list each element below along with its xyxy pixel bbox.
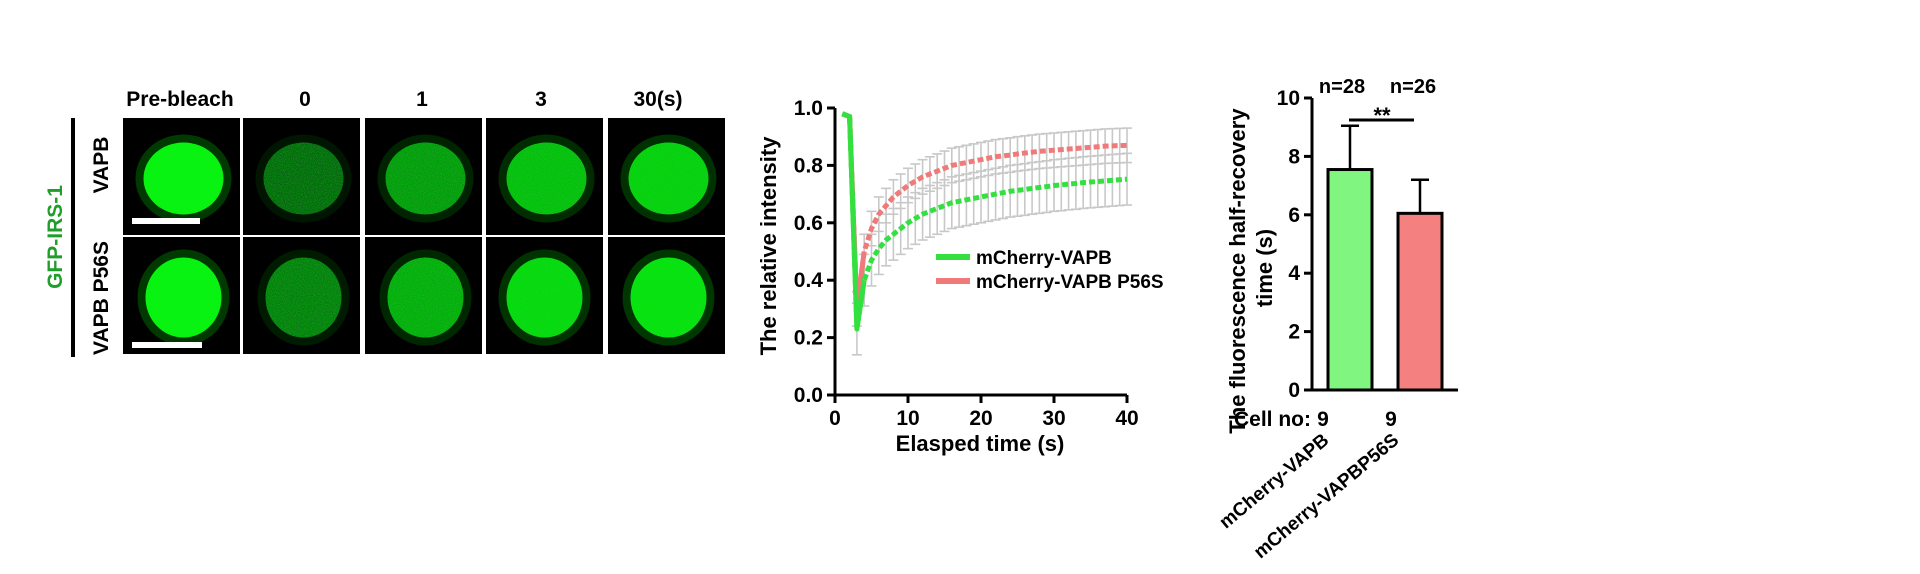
n-label: n=26 — [1390, 76, 1436, 98]
cell-no-value: 9 — [1385, 408, 1397, 431]
bar — [1396, 211, 1444, 392]
y-axis-label-line2: time (s) — [1252, 229, 1277, 307]
cell-texture — [506, 257, 583, 338]
recovery-line-chart: The relative intensity Elasped time (s) … — [756, 97, 1164, 456]
cell-texture — [385, 142, 466, 215]
legend-label: mCherry-VAPB P56S — [976, 272, 1164, 293]
cell-texture — [630, 257, 707, 338]
y-tick-label: 0.8 — [794, 154, 824, 177]
cell-texture — [143, 142, 224, 215]
cell-texture — [387, 257, 464, 338]
y-axis-label: The fluorescence half-recovery time (s) — [1225, 102, 1277, 433]
x-axis-label: Elasped time (s) — [896, 431, 1065, 456]
y-tick-label: 0.6 — [794, 212, 823, 235]
cell-texture — [145, 257, 222, 338]
panel-a-microscopy: Pre-bleach 0 1 3 30(s) GFP-IRS-1 VAPB VA… — [44, 88, 725, 357]
axes: 0 2 4 6 8 10 — [1277, 87, 1458, 402]
timepoint-label: Pre-bleach — [126, 88, 233, 111]
scale-bar — [132, 342, 202, 348]
legend-label: mCherry-VAPB — [976, 248, 1112, 269]
timepoint-label: 1 — [416, 88, 428, 111]
error-bars — [851, 127, 1132, 356]
cell-no-value: 9 — [1317, 408, 1329, 431]
axes: 0 10 20 30 40 0.0 0.2 0.4 0.6 0.8 1.0 — [794, 97, 1139, 430]
cell-texture — [506, 142, 587, 215]
cell-texture — [265, 257, 342, 338]
scale-bar — [132, 218, 200, 224]
y-axis-label-line1: The fluorescence half-recovery — [1225, 108, 1250, 434]
x-tick-label: 10 — [896, 407, 919, 430]
bars — [1326, 124, 1444, 392]
significance-marker: ** — [1373, 103, 1391, 128]
half-recovery-bar-chart: The fluorescence half-recovery time (s) … — [1216, 76, 1458, 563]
y-tick-label: 8 — [1288, 145, 1300, 168]
timepoint-label: 30(s) — [633, 88, 682, 111]
timepoint-label: 3 — [535, 88, 547, 111]
legend: mCherry-VAPB mCherry-VAPB P56S — [936, 248, 1164, 293]
y-axis-label: The relative intensity — [756, 136, 781, 356]
y-tick-label: 0.2 — [794, 327, 823, 350]
n-label: n=28 — [1319, 76, 1365, 98]
x-tick-label: 30 — [1042, 407, 1065, 430]
bar — [1326, 168, 1374, 392]
x-tick-label: 0 — [829, 407, 841, 430]
y-tick-label: 6 — [1288, 204, 1300, 227]
series-line-head — [841, 111, 867, 330]
series-line — [841, 111, 1128, 312]
series-line — [841, 111, 1128, 332]
series-lines — [841, 111, 1128, 332]
x-tick-label: 40 — [1115, 407, 1138, 430]
cell-texture — [263, 142, 344, 215]
x-tick-label: 20 — [969, 407, 992, 430]
y-tick-label: 2 — [1288, 321, 1300, 344]
row-label-vapb: VAPB — [90, 137, 113, 194]
micrograph-grid — [123, 118, 725, 354]
row-label-vapb-p56s: VAPB P56S — [90, 241, 113, 355]
timepoint-labels: Pre-bleach 0 1 3 30(s) — [126, 88, 682, 111]
y-tick-label: 0.0 — [794, 384, 823, 407]
timepoint-label: 0 — [299, 88, 311, 111]
cell-texture — [628, 142, 709, 215]
y-tick-label: 0.4 — [794, 269, 824, 292]
y-tick-label: 1.0 — [794, 97, 823, 120]
y-tick-label: 0 — [1288, 379, 1300, 402]
group-label: GFP-IRS-1 — [44, 185, 67, 289]
y-tick-label: 10 — [1277, 87, 1300, 110]
cell-no-label: Cell no: — [1234, 408, 1311, 431]
y-tick-label: 4 — [1288, 262, 1300, 285]
